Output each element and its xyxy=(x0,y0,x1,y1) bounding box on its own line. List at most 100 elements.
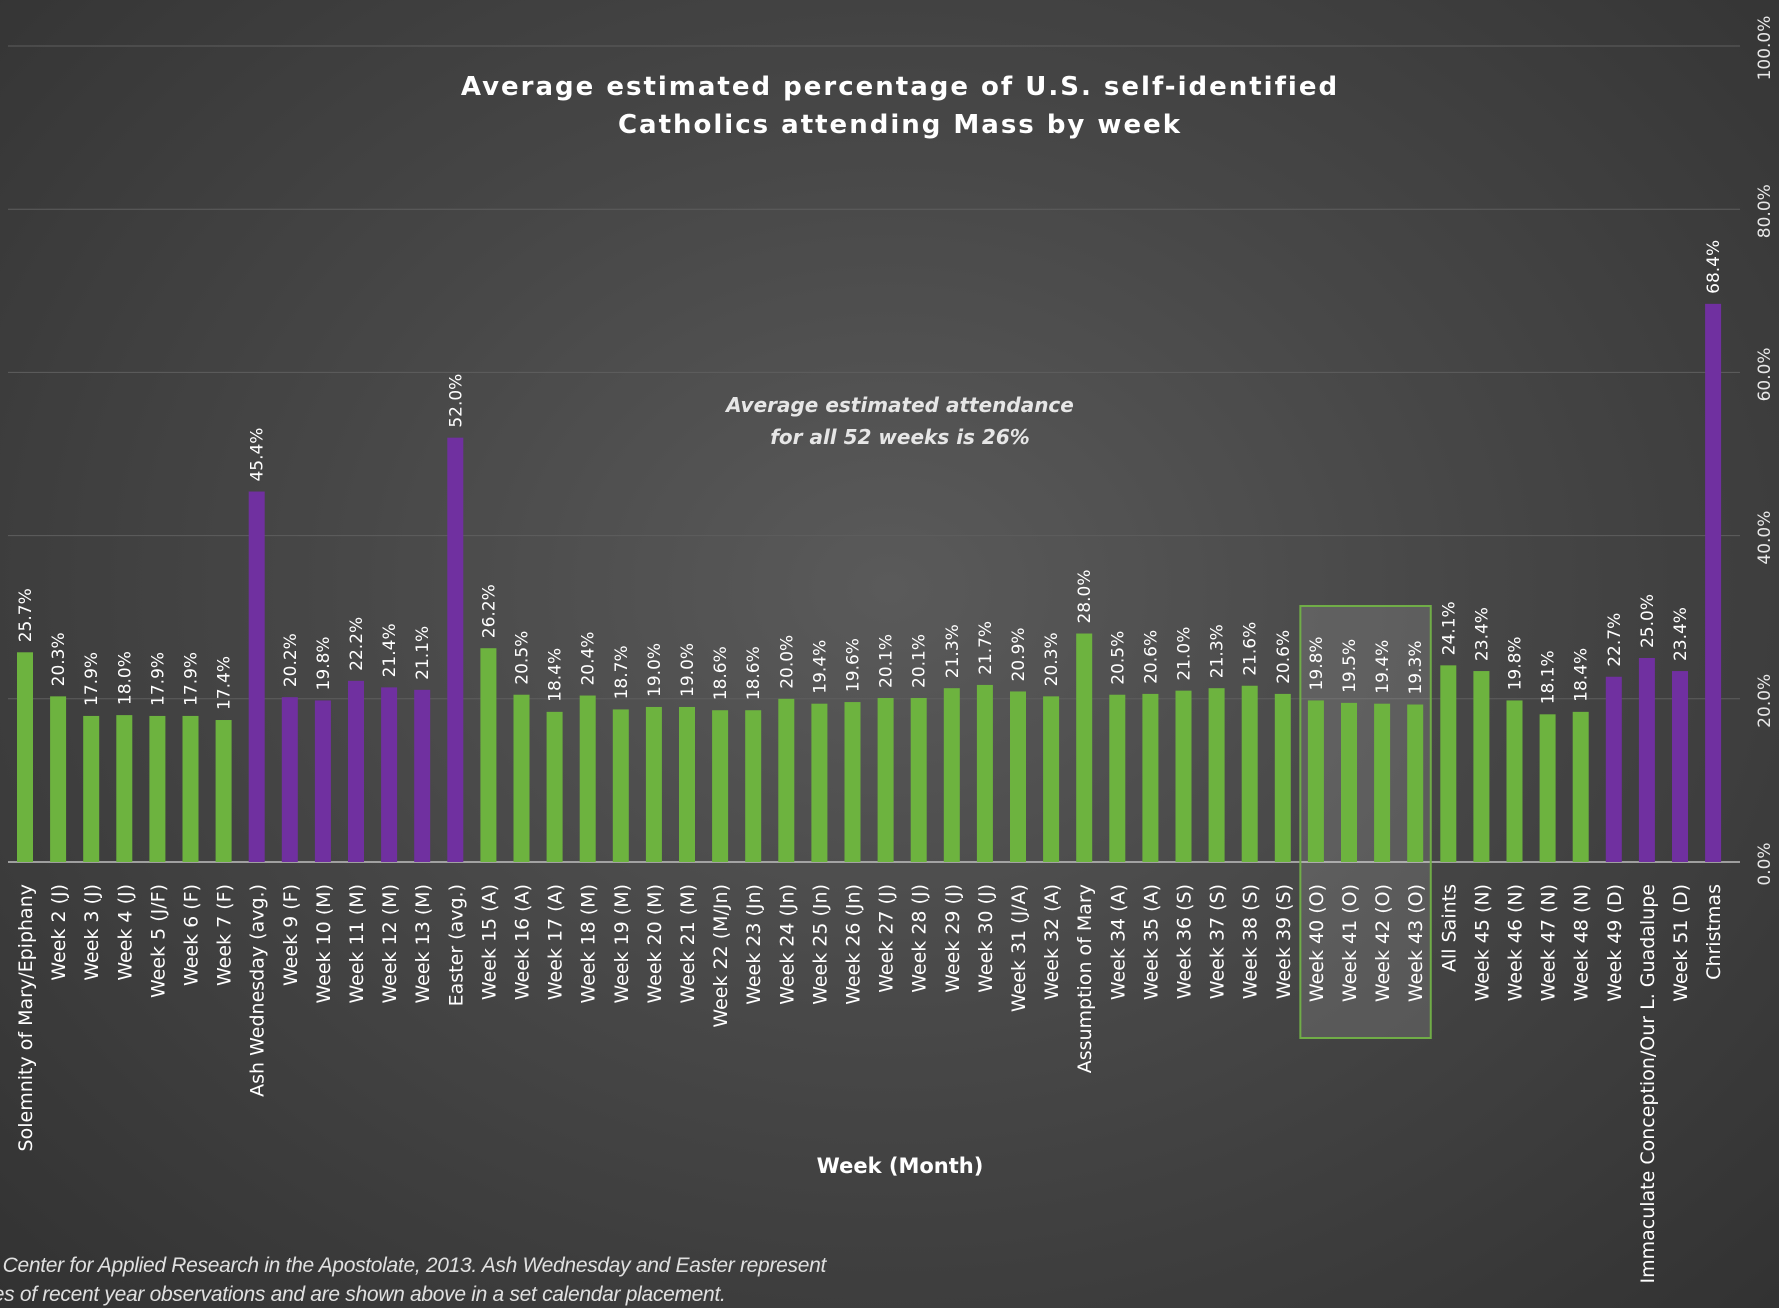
bar-value-label: 28.0% xyxy=(1075,570,1095,624)
bar xyxy=(1473,671,1490,862)
bar-value-label: 23.4% xyxy=(1671,607,1691,661)
bar-value-label: 52.0% xyxy=(446,374,466,428)
bar-value-label: 20.1% xyxy=(910,634,930,688)
average-annotation-line-1: Average estimated attendance xyxy=(726,393,1074,417)
bar-value-label: 20.0% xyxy=(777,635,797,689)
bar xyxy=(83,715,100,862)
x-tick-label: Week 39 (S) xyxy=(1273,884,1295,999)
bar xyxy=(679,706,695,862)
bar xyxy=(1440,665,1457,862)
bar-value-label: 20.5% xyxy=(1108,631,1128,685)
bar-value-label: 20.2% xyxy=(281,633,301,687)
x-tick-label: All Saints xyxy=(1438,884,1460,972)
bar-value-label: 18.4% xyxy=(546,648,566,702)
bar-value-label: 20.6% xyxy=(1141,630,1161,684)
bar xyxy=(976,684,993,862)
bar-value-label: 21.1% xyxy=(413,626,433,680)
bar xyxy=(1539,714,1556,862)
x-tick-label: Week 26 (Jn) xyxy=(843,884,865,1005)
bar xyxy=(281,697,298,862)
bar-value-label: 22.7% xyxy=(1605,613,1625,667)
bar-value-label: 18.0% xyxy=(115,651,135,705)
x-tick-label: Week 38 (S) xyxy=(1240,884,1262,999)
bar xyxy=(1672,671,1688,862)
bar-value-label: 17.9% xyxy=(182,652,202,706)
x-tick-label: Week 23 (Jn) xyxy=(743,884,765,1005)
x-tick-label: Week 49 (D) xyxy=(1604,884,1626,1002)
bar-value-label: 20.4% xyxy=(579,632,599,686)
x-tick-label: Week 36 (S) xyxy=(1174,884,1196,999)
bar-value-label: 18.4% xyxy=(1572,648,1592,702)
x-tick-label: Week 4 (J) xyxy=(114,884,136,981)
x-tick-label: Week 48 (N) xyxy=(1571,884,1593,1001)
x-tick-label: Week 29 (J) xyxy=(942,884,964,993)
bar-value-label: 18.6% xyxy=(711,646,731,700)
bar xyxy=(1572,711,1589,862)
x-tick-label: Week 7 (F) xyxy=(214,884,236,986)
x-tick-label: Week 25 (Jn) xyxy=(809,884,831,1005)
bar-value-label: 19.4% xyxy=(810,640,830,694)
x-tick-label: Solemnity of Mary/Epiphany xyxy=(15,884,37,1151)
x-tick-label: Week 5 (J/F) xyxy=(147,884,169,998)
x-tick-label: Week 16 (A) xyxy=(512,884,534,1000)
x-tick-label: Week 34 (A) xyxy=(1107,884,1129,1000)
bar xyxy=(645,706,662,862)
bar-value-label: 20.3% xyxy=(1042,632,1062,686)
x-tick-label: Week 24 (Jn) xyxy=(776,884,798,1005)
bar xyxy=(877,697,894,862)
bar xyxy=(910,697,927,862)
bar-value-label: 19.5% xyxy=(1340,639,1360,693)
bar-value-label: 19.8% xyxy=(1506,636,1526,690)
x-tick-label: Week 3 (J) xyxy=(81,884,103,981)
bar xyxy=(1010,691,1026,862)
bar-value-label: 22.2% xyxy=(347,617,367,671)
bar-value-label: 19.0% xyxy=(645,643,665,697)
bar-value-label: 21.7% xyxy=(976,621,996,675)
bar xyxy=(215,720,232,862)
bar xyxy=(943,688,960,862)
bar xyxy=(182,715,199,862)
bar-value-label: 21.3% xyxy=(1208,624,1228,678)
bar-value-label: 68.4% xyxy=(1704,240,1724,294)
bar xyxy=(1043,696,1060,862)
bar xyxy=(314,700,331,862)
bar xyxy=(1208,688,1225,862)
bar-value-label: 21.3% xyxy=(943,624,963,678)
y-tick-label: 40.0% xyxy=(1755,511,1775,565)
x-tick-label: Week 22 (M/Jn) xyxy=(710,884,732,1028)
x-tick-label: Immaculate Conception/Our L. Guadalupe xyxy=(1637,884,1659,1283)
bar xyxy=(778,698,795,862)
x-tick-label: Week 2 (J) xyxy=(48,884,70,981)
x-tick-label: Week 35 (A) xyxy=(1140,884,1162,1000)
bar-value-label: 25.0% xyxy=(1638,594,1658,648)
bar xyxy=(546,711,563,862)
x-tick-label: Easter (avg.) xyxy=(445,884,467,1006)
bar-value-label: 45.4% xyxy=(248,428,268,482)
bar xyxy=(1307,700,1324,862)
x-tick-label: Week 6 (F) xyxy=(181,884,203,986)
x-tick-label: Week 20 (M) xyxy=(644,884,666,1004)
y-tick-label: 0.0% xyxy=(1755,842,1775,885)
x-tick-label: Week 41 (O) xyxy=(1339,884,1361,1002)
bar xyxy=(612,709,629,862)
bar-value-label: 19.0% xyxy=(678,643,698,697)
x-axis-title: Week (Month) xyxy=(816,1154,984,1178)
bar xyxy=(381,687,398,862)
x-tick-label: Week 45 (N) xyxy=(1471,884,1493,1001)
y-tick-label: 60.0% xyxy=(1755,347,1775,401)
x-tick-label: Ash Wednesday (avg.) xyxy=(247,884,269,1097)
bar xyxy=(1241,685,1258,862)
x-tick-label: Week 21 (M) xyxy=(677,884,699,1004)
bar xyxy=(579,695,596,862)
x-tick-label: Week 27 (J) xyxy=(876,884,898,993)
average-annotation-line-2: for all 52 weeks is 26% xyxy=(770,425,1030,449)
bar xyxy=(513,694,530,862)
bar xyxy=(1605,676,1622,862)
bar-value-label: 19.3% xyxy=(1406,640,1426,694)
bar-value-label: 21.4% xyxy=(380,623,400,677)
x-tick-label: Week 37 (S) xyxy=(1207,884,1229,999)
y-tick-label: 100.0% xyxy=(1755,16,1775,81)
bar-value-label: 19.8% xyxy=(1307,636,1327,690)
bar xyxy=(414,689,431,862)
